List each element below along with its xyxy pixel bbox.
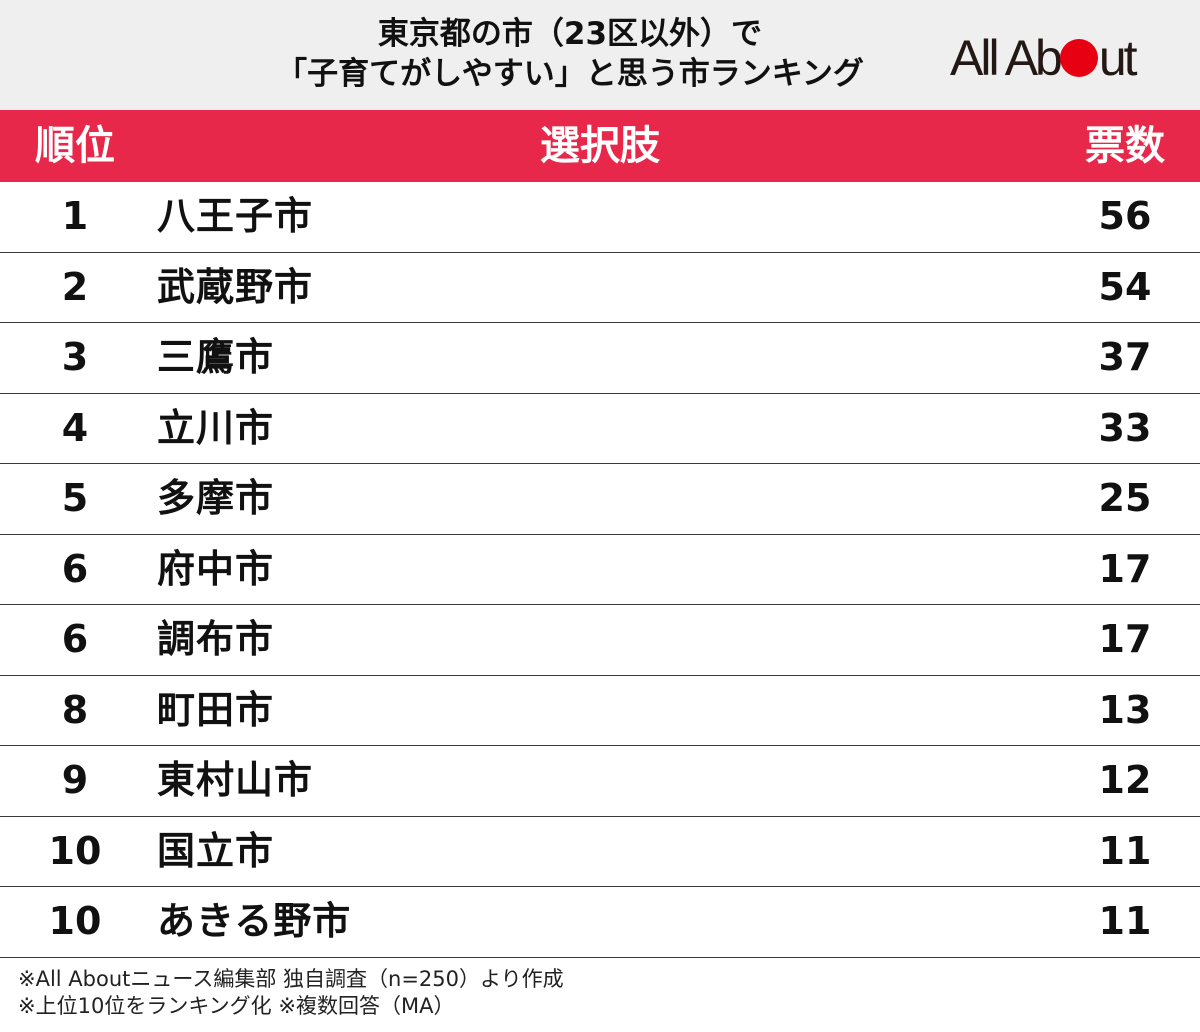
ranking-table: 順位 選択肢 票数 1 八王子市 56 2 武蔵野市 54 3 三鷹市 37 4 立川市 33 5 多摩市…: [0, 110, 1200, 958]
choice-cell: 国立市: [157, 828, 275, 873]
votes-cell: 17: [1098, 617, 1152, 661]
rank-cell: 5: [61, 476, 89, 520]
footnote-source: ※All Aboutニュース編集部 独自調査（n=250）より作成: [18, 967, 564, 991]
rank-cell: 8: [61, 687, 89, 732]
rank-cell: 10: [48, 828, 102, 873]
title-header: 東京都の市（23区以外）で 「子育てがしやすい」と思う市ランキング All Ab…: [0, 0, 1200, 110]
choice-cell: 調布市: [157, 617, 275, 661]
footnotes: ※All Aboutニュース編集部 独自調査（n=250）より作成 ※上位10位…: [18, 966, 564, 1020]
column-header-rank: 順位: [35, 123, 115, 169]
votes-cell: 11: [1098, 899, 1152, 943]
choice-cell: 町田市: [157, 687, 275, 732]
choice-cell: あきる野市: [157, 899, 352, 943]
votes-cell: 11: [1098, 828, 1152, 873]
table-row: 10 あきる野市 11: [0, 887, 1200, 958]
table-row: 9 東村山市 12: [0, 746, 1200, 817]
column-header-choice: 選択肢: [540, 123, 660, 169]
rank-cell: 2: [61, 264, 89, 309]
logo-text-2: ut: [1098, 30, 1138, 86]
votes-cell: 37: [1098, 335, 1152, 379]
rank-cell: 9: [61, 758, 89, 802]
table-row: 6 府中市 17: [0, 535, 1200, 605]
choice-cell: 東村山市: [157, 758, 314, 802]
logo-text-1: All Ab: [950, 30, 1063, 86]
allabout-logo: All Ab ut: [950, 30, 1138, 86]
choice-cell: 立川市: [157, 405, 275, 450]
table-row: 4 立川市 33: [0, 394, 1200, 464]
rank-cell: 6: [61, 617, 89, 661]
rank-cell: 1: [61, 194, 89, 238]
choice-cell: 八王子市: [157, 194, 314, 238]
votes-cell: 25: [1098, 476, 1152, 520]
table-header-row: 順位 選択肢 票数: [0, 110, 1200, 182]
table-row: 2 武蔵野市 54: [0, 253, 1200, 323]
chart-title: 東京都の市（23区以外）で 「子育てがしやすい」と思う市ランキング: [150, 14, 990, 94]
table-row: 6 調布市 17: [0, 605, 1200, 676]
rank-cell: 4: [61, 405, 89, 450]
table-row: 8 町田市 13: [0, 676, 1200, 746]
choice-cell: 府中市: [157, 546, 275, 591]
votes-cell: 54: [1098, 264, 1152, 309]
votes-cell: 17: [1098, 546, 1152, 591]
table-row: 10 国立市 11: [0, 817, 1200, 887]
title-line-1: 東京都の市（23区以外）で: [377, 16, 763, 52]
choice-cell: 武蔵野市: [157, 264, 314, 309]
column-header-votes: 票数: [1085, 123, 1165, 169]
choice-cell: 多摩市: [157, 476, 275, 520]
table-row: 5 多摩市 25: [0, 464, 1200, 535]
logo-red-dot-icon: [1059, 39, 1098, 77]
votes-cell: 56: [1098, 194, 1152, 238]
votes-cell: 12: [1098, 758, 1152, 802]
votes-cell: 33: [1098, 405, 1152, 450]
table-row: 3 三鷹市 37: [0, 323, 1200, 394]
footnote-method: ※上位10位をランキング化 ※複数回答（MA）: [18, 994, 455, 1018]
votes-cell: 13: [1098, 687, 1152, 732]
rank-cell: 10: [48, 899, 102, 943]
rank-cell: 6: [61, 546, 89, 591]
title-line-2: 「子育てがしやすい」と思う市ランキング: [276, 56, 864, 92]
table-row: 1 八王子市 56: [0, 182, 1200, 253]
rank-cell: 3: [61, 335, 89, 379]
table-body: 1 八王子市 56 2 武蔵野市 54 3 三鷹市 37 4 立川市 33 5 多摩市 25 6 府中市 17 6 調…: [0, 182, 1200, 958]
choice-cell: 三鷹市: [157, 335, 275, 379]
